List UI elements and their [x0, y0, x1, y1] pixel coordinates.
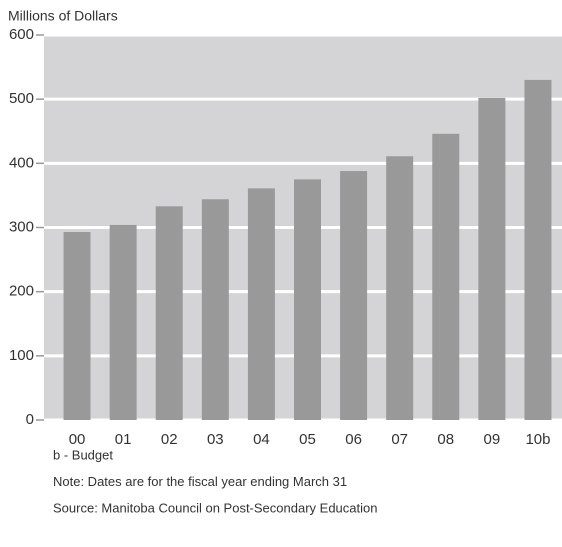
bar — [386, 156, 414, 420]
bar — [294, 179, 321, 420]
bar — [155, 206, 183, 420]
x-tick-label: 08 — [437, 431, 454, 448]
bar — [524, 79, 552, 421]
x-tick-label: 09 — [484, 431, 501, 448]
y-tick-label: 600 — [9, 26, 34, 43]
footnote: Note: Dates are for the fiscal year endi… — [53, 474, 347, 489]
bar — [478, 97, 506, 420]
y-tick-label: 500 — [9, 90, 34, 107]
x-tick-label: 03 — [207, 431, 224, 448]
bar — [201, 199, 229, 420]
x-tick-label: 01 — [115, 431, 132, 448]
chart-title: Millions of Dollars — [8, 8, 118, 24]
y-tick-label: 400 — [9, 154, 34, 171]
y-tick-label: 200 — [9, 283, 34, 300]
y-tick-label: 300 — [9, 218, 34, 235]
x-tick-label: 04 — [253, 431, 270, 448]
bar — [109, 224, 137, 420]
x-tick-label: 06 — [345, 431, 362, 448]
y-tick-label: 100 — [9, 347, 34, 364]
footnote: b - Budget — [53, 447, 113, 462]
x-tick-label: 07 — [391, 431, 408, 448]
x-tick-label: 00 — [69, 431, 86, 448]
bar — [340, 171, 368, 420]
x-tick-label: 05 — [299, 431, 316, 448]
footnote: Source: Manitoba Council on Post-Seconda… — [53, 500, 377, 515]
bar — [247, 188, 275, 420]
y-tick-label: 0 — [26, 411, 34, 428]
x-tick-label: 10b — [525, 431, 550, 448]
x-tick-label: 02 — [161, 431, 178, 448]
bar — [63, 231, 91, 420]
bar — [432, 133, 460, 421]
